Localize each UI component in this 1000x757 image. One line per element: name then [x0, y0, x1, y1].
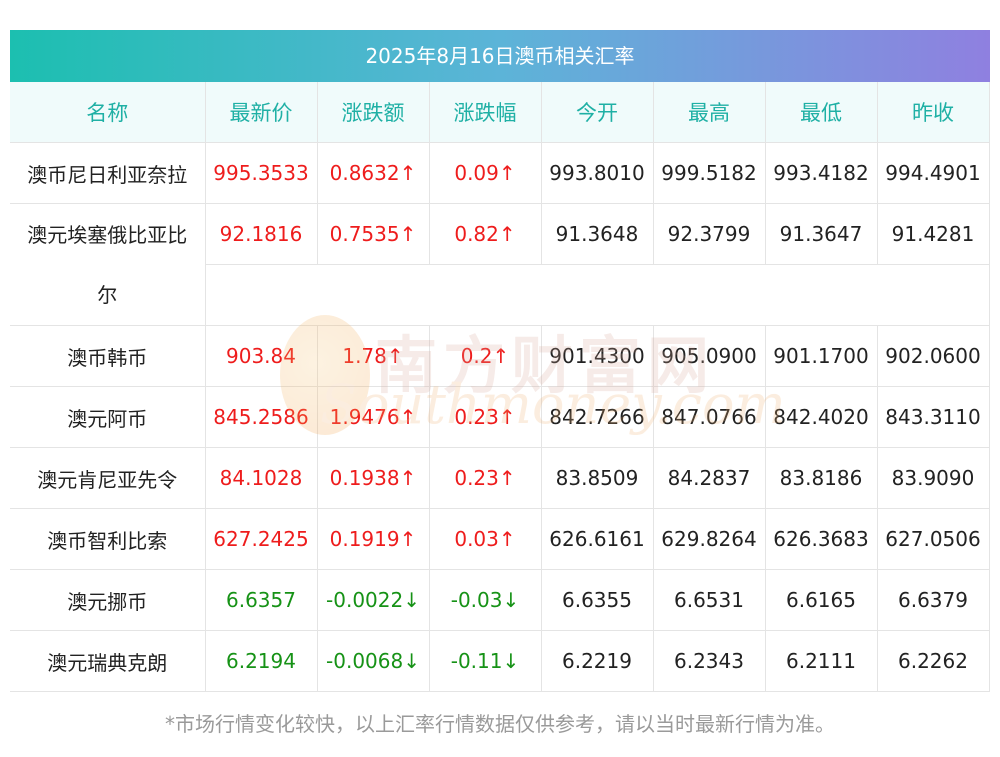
table-row: 澳元肯尼亚先令 84.1028 0.1938↑ 0.23↑ 83.8509 84.2837… [10, 447, 990, 509]
table-row: 澳元阿币 845.2586 1.9476↑ 0.23↑ 842.7266 847.0766… [10, 386, 990, 448]
currency-pair-name: 澳币尼日利亚奈拉 [10, 142, 206, 204]
cell-prev: 91.4281 [877, 203, 990, 265]
cell-change: 0.8632↑ [317, 142, 430, 204]
header-low: 最低 [765, 82, 878, 143]
currency-pair-name: 澳元埃塞俄比亚比尔 [10, 203, 206, 326]
cell-low: 842.4020 [765, 386, 878, 448]
cell-high: 999.5182 [653, 142, 766, 204]
cell-open: 83.8509 [541, 447, 654, 509]
cell-prev: 994.4901 [877, 142, 990, 204]
cell-high: 6.2343 [653, 630, 766, 692]
cell-open: 993.8010 [541, 142, 654, 204]
cell-pct: 0.23↑ [429, 386, 542, 448]
cell-prev: 6.6379 [877, 569, 990, 631]
header-row: 名称 最新价 涨跌额 涨跌幅 今开 最高 最低 昨收 [10, 82, 990, 143]
cell-low: 83.8186 [765, 447, 878, 509]
cell-open: 6.2219 [541, 630, 654, 692]
header-latest: 最新价 [205, 82, 318, 143]
cell-latest: 845.2586 [205, 386, 318, 448]
cell-prev: 843.3110 [877, 386, 990, 448]
cell-change: -0.0068↓ [317, 630, 430, 692]
cell-high: 92.3799 [653, 203, 766, 265]
cell-high: 6.6531 [653, 569, 766, 631]
cell-prev: 6.2262 [877, 630, 990, 692]
currency-pair-name: 澳元瑞典克朗 [10, 630, 206, 692]
table-row: 澳币韩币 903.84 1.78↑ 0.2↑ 901.4300 905.0900 901.1… [10, 325, 990, 387]
cell-pct: -0.03↓ [429, 569, 542, 631]
cell-latest: 84.1028 [205, 447, 318, 509]
exchange-rate-table: 名称 最新价 涨跌额 涨跌幅 今开 最高 最低 昨收 澳币尼日利亚奈拉 995.3… [10, 82, 990, 692]
currency-pair-name: 澳元挪币 [10, 569, 206, 631]
cell-low: 91.3647 [765, 203, 878, 265]
cell-change: 1.78↑ [317, 325, 430, 387]
cell-change: 1.9476↑ [317, 386, 430, 448]
cell-high: 84.2837 [653, 447, 766, 509]
cell-pct: 0.09↑ [429, 142, 542, 204]
cell-latest: 903.84 [205, 325, 318, 387]
cell-latest: 6.6357 [205, 569, 318, 631]
cell-prev: 627.0506 [877, 508, 990, 570]
table-row: 澳币尼日利亚奈拉 995.3533 0.8632↑ 0.09↑ 993.8010 999.… [10, 142, 990, 204]
cell-open: 626.6161 [541, 508, 654, 570]
table-row: 澳币智利比索 627.2425 0.1919↑ 0.03↑ 626.6161 629.82… [10, 508, 990, 570]
currency-pair-name: 澳币韩币 [10, 325, 206, 387]
cell-open: 901.4300 [541, 325, 654, 387]
cell-change: -0.0022↓ [317, 569, 430, 631]
cell-change: 0.7535↑ [317, 203, 430, 265]
header-open: 今开 [541, 82, 654, 143]
header-pct: 涨跌幅 [429, 82, 542, 143]
cell-pct: 0.23↑ [429, 447, 542, 509]
cell-low: 626.3683 [765, 508, 878, 570]
table-row: 澳元瑞典克朗 6.2194 -0.0068↓ -0.11↓ 6.2219 6.2343 6.… [10, 630, 990, 692]
table-title: 2025年8月16日澳币相关汇率 [10, 30, 990, 82]
cell-pct: 0.03↑ [429, 508, 542, 570]
cell-open: 91.3648 [541, 203, 654, 265]
cell-open: 6.6355 [541, 569, 654, 631]
cell-open: 842.7266 [541, 386, 654, 448]
empty-continuation-cell [205, 264, 990, 326]
table-row: 澳元挪币 6.6357 -0.0022↓ -0.03↓ 6.6355 6.6531 6.61… [10, 569, 990, 631]
cell-latest: 6.2194 [205, 630, 318, 692]
footnote: *市场行情变化较快，以上汇率行情数据仅供参考，请以当时最新行情为准。 [165, 712, 835, 736]
header-name: 名称 [10, 82, 206, 143]
cell-low: 993.4182 [765, 142, 878, 204]
currency-pair-name: 澳元阿币 [10, 386, 206, 448]
cell-low: 6.6165 [765, 569, 878, 631]
cell-high: 629.8264 [653, 508, 766, 570]
cell-pct: -0.11↓ [429, 630, 542, 692]
cell-latest: 627.2425 [205, 508, 318, 570]
cell-high: 847.0766 [653, 386, 766, 448]
cell-latest: 995.3533 [205, 142, 318, 204]
cell-prev: 83.9090 [877, 447, 990, 509]
cell-low: 6.2111 [765, 630, 878, 692]
cell-high: 905.0900 [653, 325, 766, 387]
header-high: 最高 [653, 82, 766, 143]
cell-prev: 902.0600 [877, 325, 990, 387]
cell-low: 901.1700 [765, 325, 878, 387]
table-row: 澳元埃塞俄比亚比尔 92.1816 0.7535↑ 0.82↑ 91.3648 92.37… [10, 203, 990, 326]
cell-pct: 0.2↑ [429, 325, 542, 387]
cell-change: 0.1938↑ [317, 447, 430, 509]
header-prev: 昨收 [877, 82, 990, 143]
cell-latest: 92.1816 [205, 203, 318, 265]
table-row-continuation [10, 264, 990, 326]
currency-pair-name: 澳币智利比索 [10, 508, 206, 570]
currency-pair-name: 澳元肯尼亚先令 [10, 447, 206, 509]
header-change: 涨跌额 [317, 82, 430, 143]
cell-pct: 0.82↑ [429, 203, 542, 265]
cell-change: 0.1919↑ [317, 508, 430, 570]
